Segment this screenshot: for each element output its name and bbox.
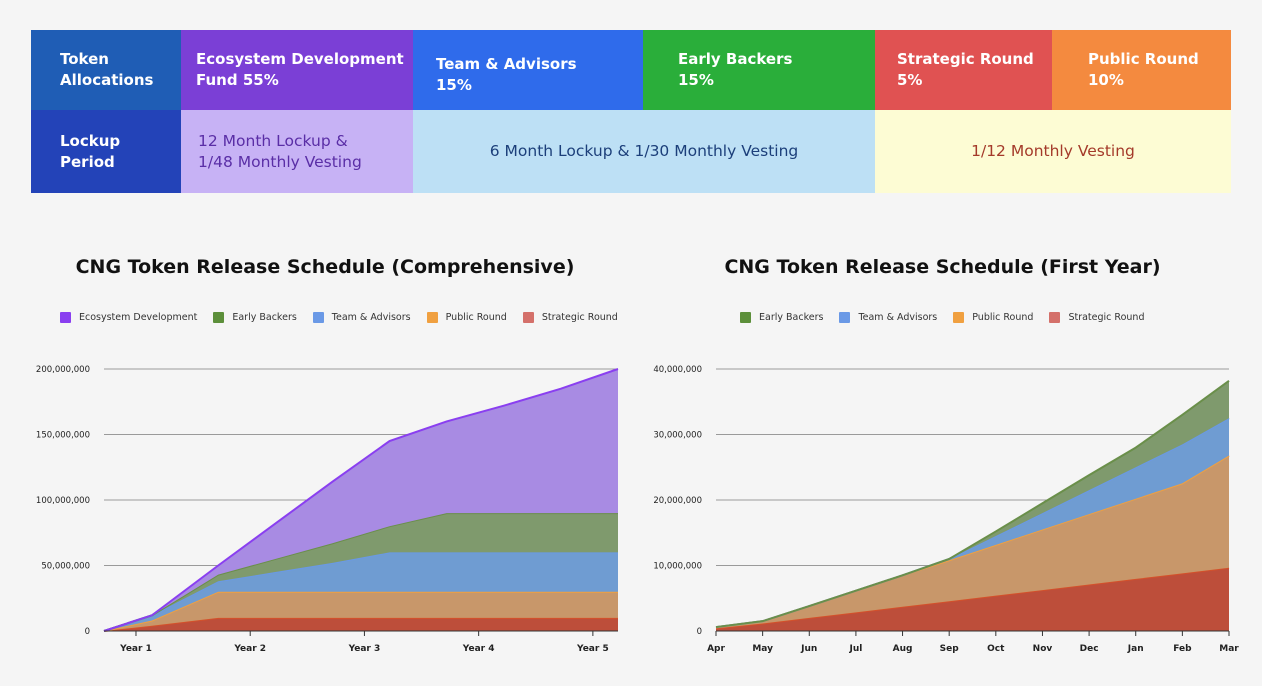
y-tick-label: 100,000,000 [36,496,90,506]
legend-label: Public Round [972,312,1034,323]
legend-item-early-backers: Early Backers [740,312,823,323]
y-tick-label: 150,000,000 [36,431,90,441]
token-allocations-header: Token Allocations [31,30,181,110]
x-tick-label: Feb [1173,644,1192,654]
legend-label: Strategic Round [541,312,618,323]
x-tick-label: May [752,644,773,654]
y-tick-label: 200,000,000 [36,365,90,375]
legend-swatch [1049,312,1061,323]
legend-swatch [740,312,751,323]
lockup-team-early: 6 Month Lockup & 1/30 Monthly Vesting [413,110,875,193]
legend-comprehensive: Ecosystem Development Early Backers Team &… [60,312,634,323]
legend-swatch [213,312,225,323]
chart-comprehensive: 0 50,000,000 100,000,000 150,000,000 200,000… [36,365,619,654]
y-tick-label: 20,000,000 [653,496,702,506]
x-tick-label: Oct [987,644,1005,654]
area-ecosystem-development [104,369,618,631]
x-tick-label: Dec [1080,644,1099,654]
x-tick-label: Sep [940,644,960,654]
legend-swatch [426,312,438,323]
x-tick-label: Jan [1127,644,1144,654]
allocation-team-advisors: Team & Advisors 15% [413,30,643,110]
legend-swatch [60,312,71,323]
legend-label: Early Backers [232,312,297,323]
x-tick-label: Apr [707,644,725,654]
chart-title-first-year: CNG Token Release Schedule (First Year) [724,256,1161,278]
lockup-period-header: Lockup Period [31,110,181,193]
chart-first-year: 0 10,000,000 20,000,000 30,000,000 40,000,00… [653,365,1239,654]
legend-label: Team & Advisors [858,312,938,323]
legend-swatch [953,312,965,323]
x-tick-label: Year 3 [348,644,381,654]
y-tick-label: 0 [85,627,90,637]
x-tick-label: Jul [848,644,862,654]
line-ecosystem-development [103,368,619,632]
legend-label: Team & Advisors [331,312,411,323]
y-tick-label: 40,000,000 [653,365,702,375]
y-tick-label: 10,000,000 [653,562,702,572]
legend-item-strategic-round: Strategic Round [522,312,618,323]
legend-swatch [312,312,324,323]
legend-item-ecosystem-development: Ecosystem Development [60,312,197,323]
x-tick-label: Aug [893,644,913,654]
x-tick-label: Year 4 [462,644,495,654]
area-strategic-round [104,617,618,631]
x-tick-label: Mar [1219,644,1239,654]
allocation-public-round: Public Round 10% [1052,30,1231,110]
legend-item-team-advisors: Team & Advisors [839,312,937,323]
y-tick-label: 0 [697,627,702,637]
area-public-round [716,455,1229,629]
lockup-strategic-public: 1/12 Monthly Vesting [875,110,1231,193]
legend-item-public-round: Public Round [426,312,507,323]
allocation-ecosystem: Ecosystem Development Fund 55% [181,30,413,110]
x-tick-label: Year 1 [119,644,152,654]
legend-item-strategic-round: Strategic Round [1049,312,1144,323]
legend-swatch [839,312,851,323]
lockup-ecosystem: 12 Month Lockup & 1/48 Monthly Vesting [181,110,413,193]
allocation-strategic-round: Strategic Round 5% [875,30,1052,110]
legend-first-year: Early Backers Team & Advisors Public Round… [740,312,1160,323]
x-tick-label: Year 2 [233,644,266,654]
legend-swatch [522,312,534,323]
x-tick-label: Year 5 [576,644,609,654]
y-tick-label: 30,000,000 [653,431,702,441]
line-early-backers [715,379,1230,629]
legend-item-early-backers: Early Backers [213,312,297,323]
area-public-round [104,591,618,631]
allocation-table: Token Allocations Ecosystem Development … [31,30,1231,193]
area-early-backers [104,513,618,631]
legend-label: Public Round [445,312,507,323]
y-tick-label: 50,000,000 [41,562,90,572]
legend-label: Strategic Round [1068,312,1145,323]
chart-title-comprehensive: CNG Token Release Schedule (Comprehensiv… [75,256,575,278]
legend-item-public-round: Public Round [953,312,1033,323]
legend-label: Ecosystem Development [79,312,198,323]
area-team-advisors [104,552,618,631]
allocation-early-backers: Early Backers 15% [643,30,875,110]
x-tick-label: Jun [800,644,817,654]
x-tick-label: Nov [1033,644,1053,654]
legend-item-team-advisors: Team & Advisors [312,312,411,323]
legend-label: Early Backers [759,312,824,323]
